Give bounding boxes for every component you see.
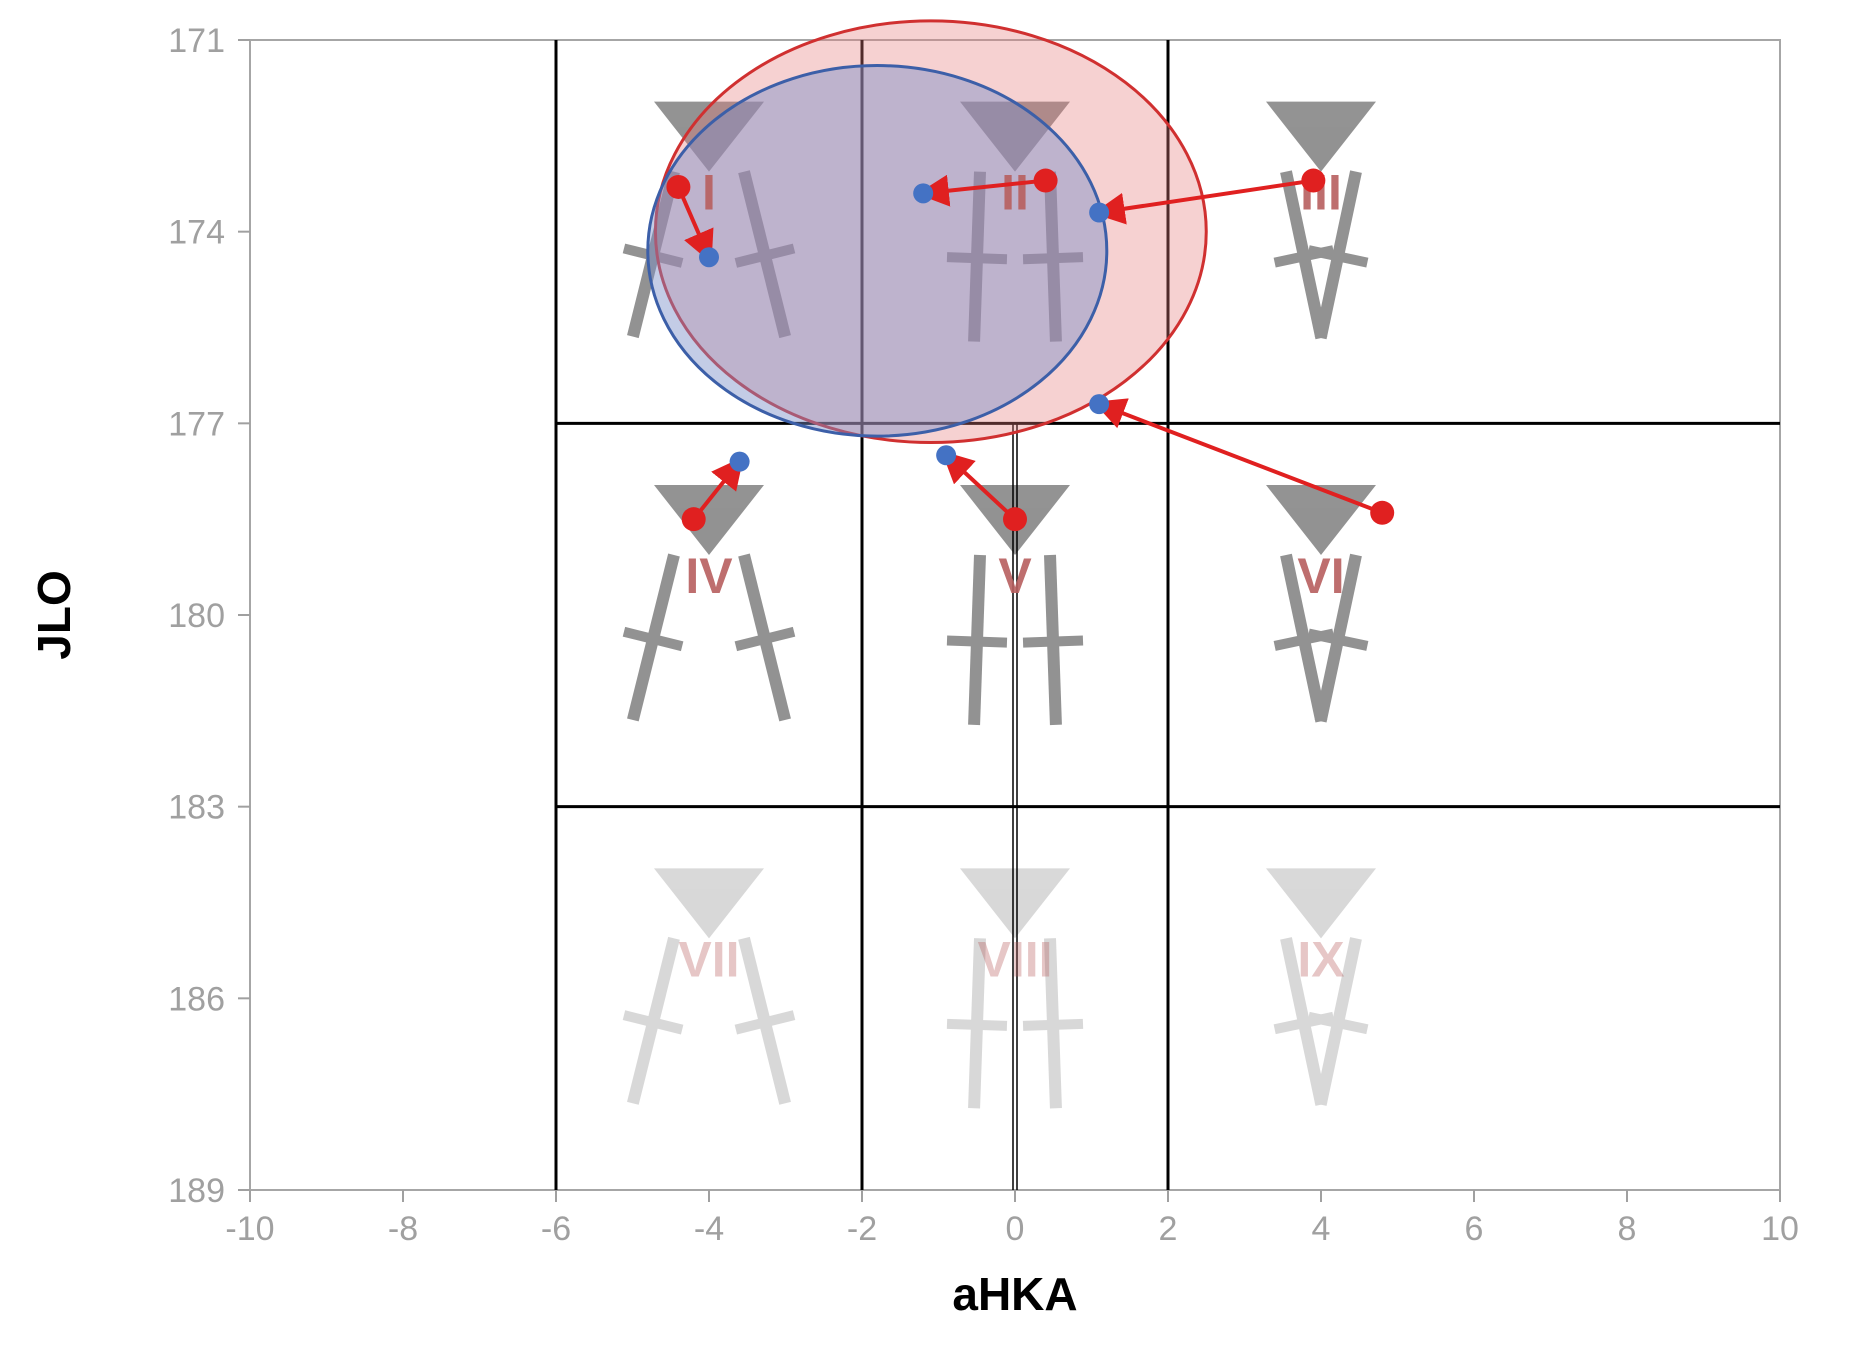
x-tick-label: -2 — [847, 1210, 877, 1248]
x-axis-title: aHKA — [952, 1268, 1077, 1320]
x-tick-label: 4 — [1312, 1210, 1331, 1248]
x-tick-label: -4 — [694, 1210, 724, 1248]
cell-label: II — [1001, 165, 1029, 221]
cell-label: IX — [1297, 931, 1344, 987]
point-red — [1370, 501, 1394, 525]
y-tick-label: 174 — [168, 214, 225, 252]
y-tick-label: 180 — [168, 597, 225, 635]
x-tick-label: 0 — [1006, 1210, 1025, 1248]
chart-svg: IIIIIIIVVVIVIIVIIIIX-10-8-6-4-2024681017… — [0, 0, 1858, 1352]
point-blue — [1089, 394, 1109, 414]
point-red — [666, 175, 690, 199]
y-tick-label: 171 — [168, 22, 225, 60]
cell-label: VI — [1297, 548, 1344, 604]
cell-label: V — [998, 548, 1032, 604]
point-red — [1034, 169, 1058, 193]
point-red — [682, 507, 706, 531]
point-blue — [1089, 203, 1109, 223]
point-red — [1301, 169, 1325, 193]
point-blue — [913, 183, 933, 203]
x-tick-label: -6 — [541, 1210, 571, 1248]
x-tick-label: 10 — [1761, 1210, 1799, 1248]
point-red — [1003, 507, 1027, 531]
x-tick-label: -8 — [388, 1210, 418, 1248]
x-tick-label: -10 — [225, 1210, 274, 1248]
y-tick-label: 186 — [168, 980, 225, 1018]
cell-label: VIII — [977, 931, 1052, 987]
point-blue — [730, 452, 750, 472]
cell-label: I — [702, 165, 716, 221]
x-tick-label: 6 — [1465, 1210, 1484, 1248]
y-tick-label: 189 — [168, 1172, 225, 1210]
chart-container: IIIIIIIVVVIVIIVIIIIX-10-8-6-4-2024681017… — [0, 0, 1858, 1352]
y-tick-label: 177 — [168, 405, 225, 443]
point-blue — [936, 445, 956, 465]
cell-label: IV — [685, 548, 733, 604]
y-tick-label: 183 — [168, 789, 225, 827]
point-blue — [699, 247, 719, 267]
y-axis-title: JLO — [28, 570, 80, 659]
x-tick-label: 8 — [1618, 1210, 1637, 1248]
x-tick-label: 2 — [1159, 1210, 1178, 1248]
cell-label: VII — [678, 931, 739, 987]
